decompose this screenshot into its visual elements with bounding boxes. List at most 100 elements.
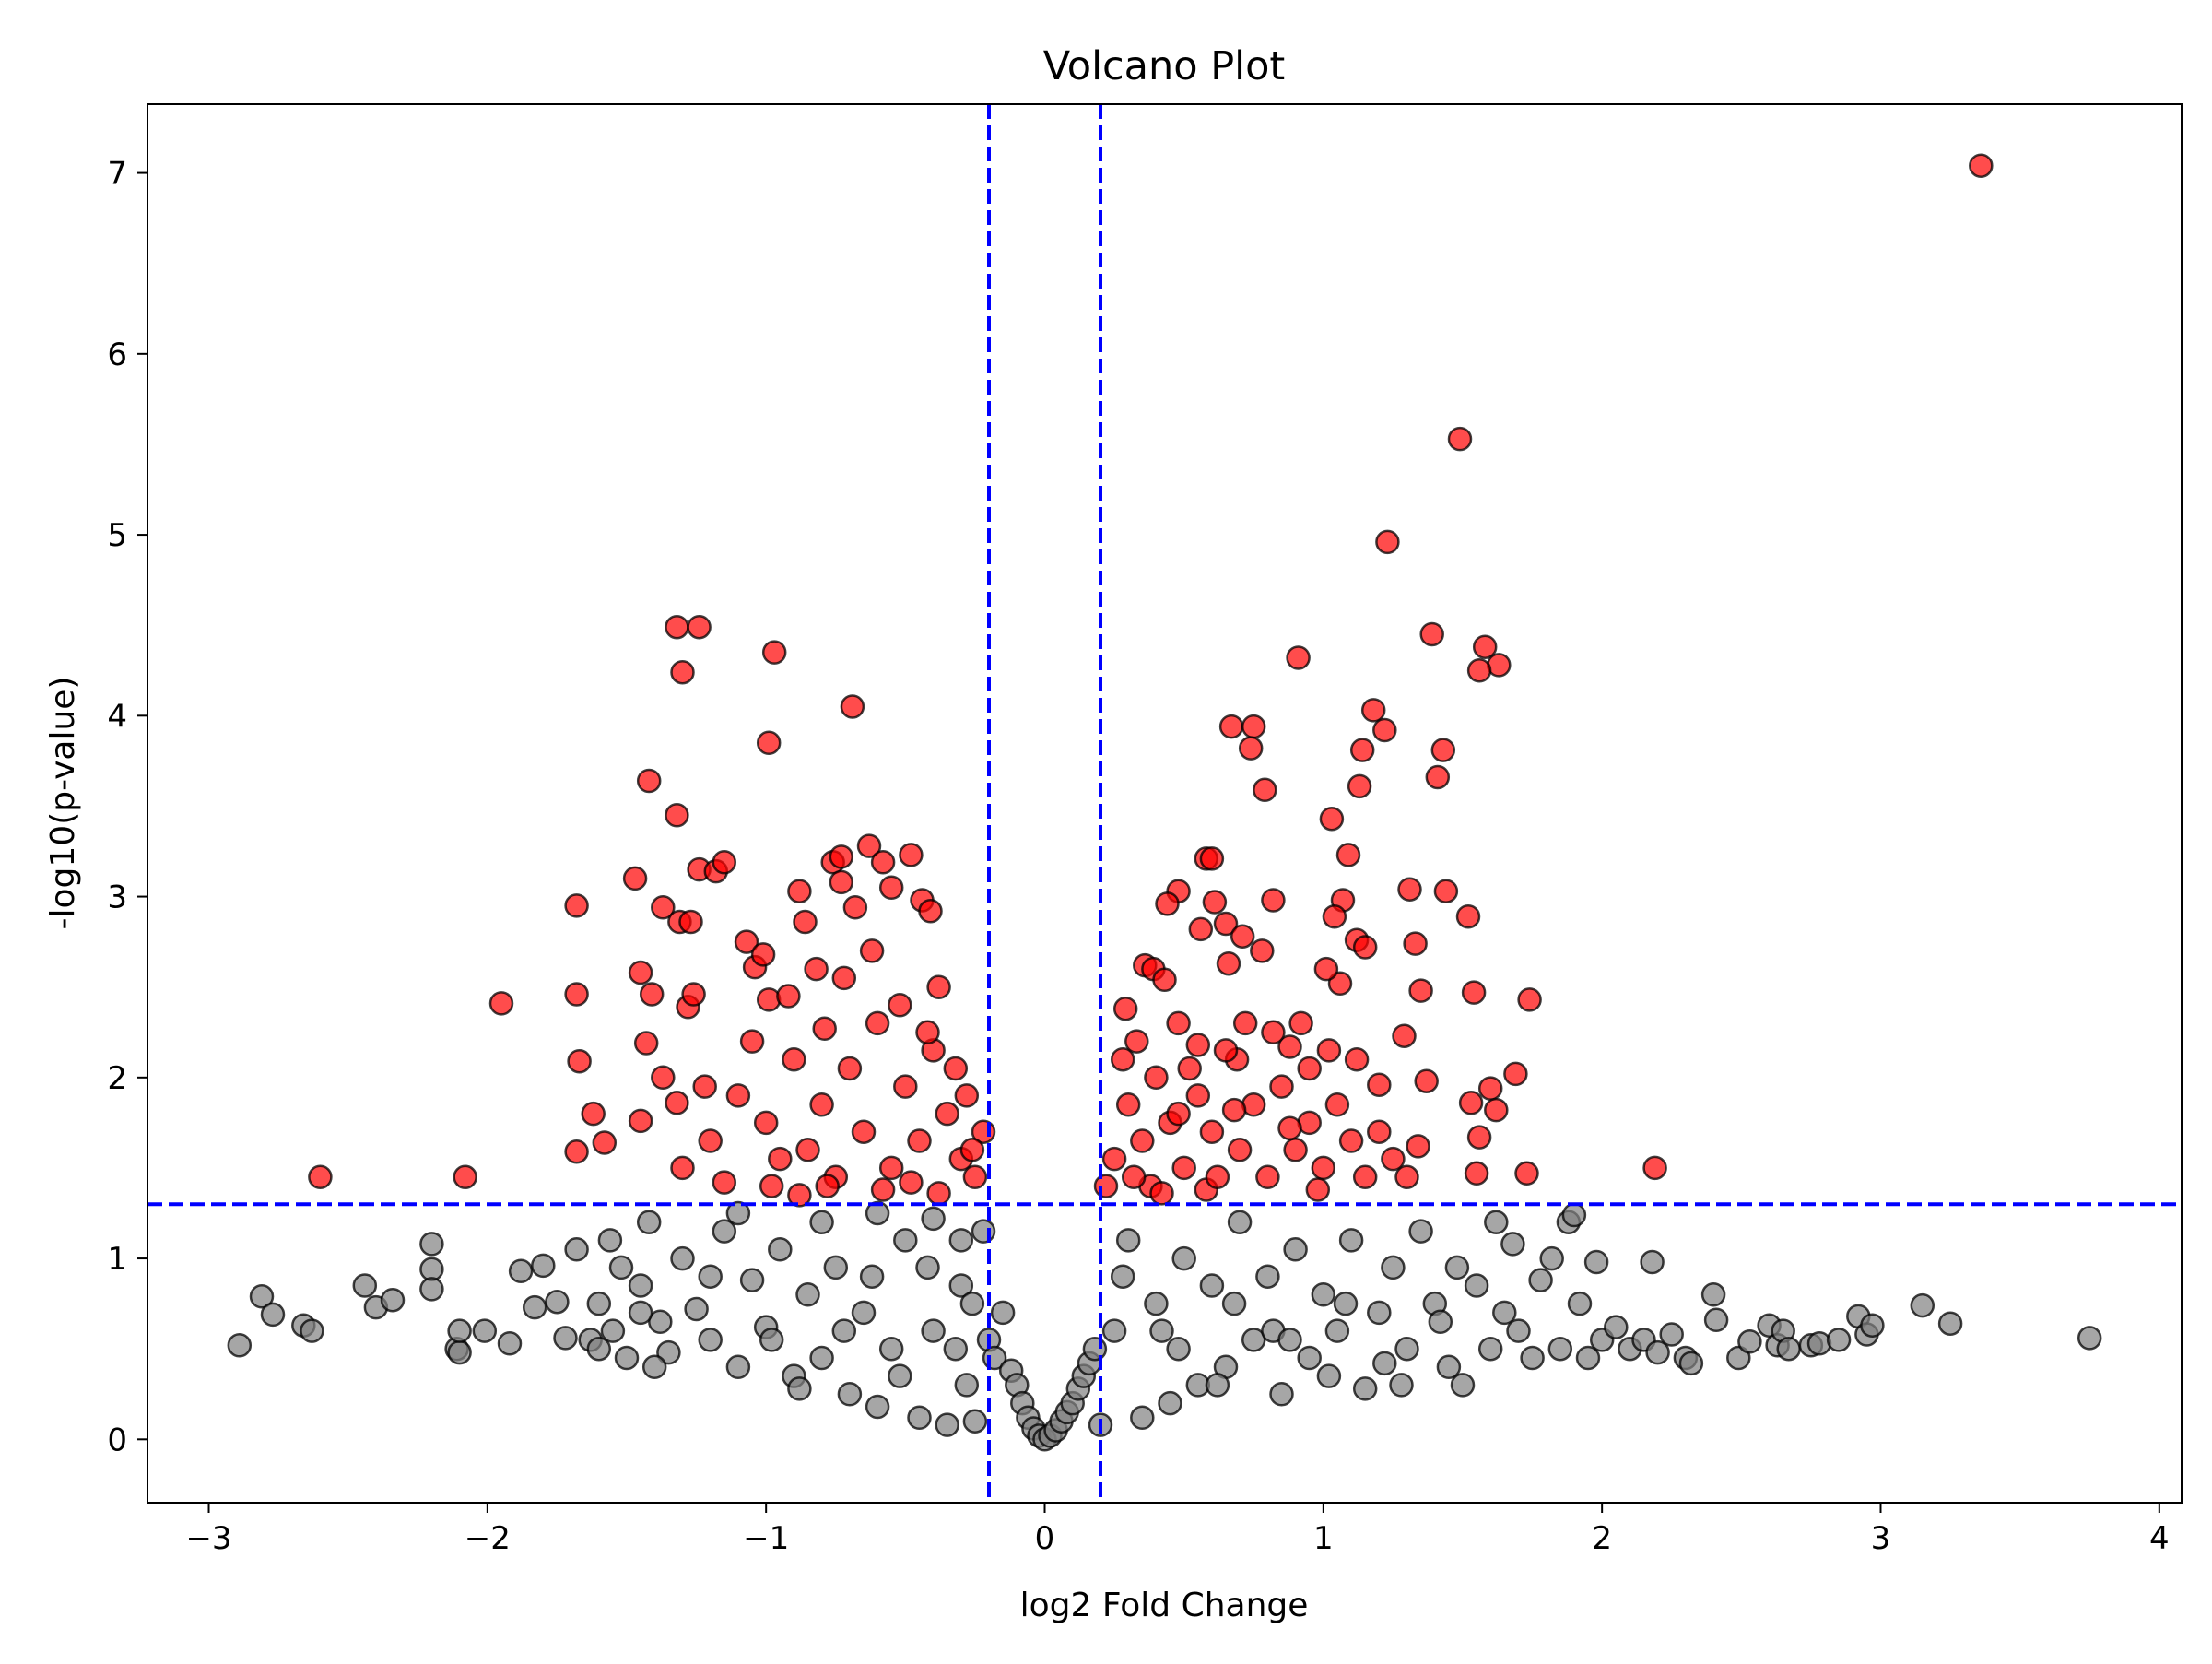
y-tick-label: 5 [107,517,127,554]
significant-point [1188,916,1214,942]
nonsignificant-point [1776,1336,1801,1362]
significant-point [1316,1038,1342,1063]
nonsignificant-point [1806,1331,1832,1356]
nonsignificant-point [684,1296,709,1322]
nonsignificant-point [670,1245,695,1271]
nonsignificant-point [959,1291,985,1316]
significant-point [1253,777,1277,803]
y-tick-label: 2 [107,1060,127,1097]
nonsignificant-point [1082,1336,1108,1362]
significant-point [1338,1128,1364,1153]
y-tick-label: 3 [107,879,127,916]
significant-point [1213,1038,1239,1063]
significant-point [856,833,882,858]
significant-point [1144,1065,1169,1091]
significant-point [962,1164,988,1190]
nonsignificant-point [990,1300,1016,1326]
nonsignificant-point [608,1255,634,1280]
significant-point [1205,1164,1230,1190]
nonsignificant-point [1428,1309,1453,1335]
nonsignificant-point [1372,1351,1397,1376]
nonsignificant-point [227,1333,253,1358]
significant-point [1484,1097,1509,1123]
nonsignificant-point [1500,1232,1525,1257]
significant-point [1425,764,1451,790]
nonsignificant-point [553,1326,578,1351]
significant-point [1969,153,1994,178]
significant-point [926,1181,951,1206]
significant-point [453,1164,477,1190]
nonsignificant-point [712,1219,737,1244]
significant-point [1472,634,1498,659]
significant-point [1414,1068,1439,1093]
significant-point [1199,846,1225,871]
significant-point [1166,1101,1191,1127]
significant-point [567,1048,592,1074]
significant-point [1394,1164,1419,1190]
significant-point [1185,1083,1211,1108]
significant-point [1149,1181,1174,1206]
significant-point [829,844,854,869]
nonsignificant-point [1227,1210,1253,1235]
significant-point [1464,1161,1489,1186]
significant-point [1466,658,1492,683]
significant-point [1269,1074,1294,1099]
significant-point [564,982,589,1007]
significant-point [1322,903,1347,929]
y-tick-label: 7 [107,156,127,193]
nonsignificant-point [907,1405,932,1431]
significant-point [756,730,782,756]
significant-point [639,982,665,1007]
nonsignificant-point [1338,1228,1364,1253]
significant-point [670,1155,695,1181]
significant-point [1221,1097,1247,1123]
nonsignificant-point [1333,1291,1359,1316]
nonsignificant-point [1171,1245,1196,1271]
significant-point [1455,903,1481,929]
significant-point [915,1020,940,1045]
significant-point [812,1016,837,1042]
x-axis-ticks: −3 −2 −1 0 1 2 3 4 [185,1503,2170,1557]
nonsignificant-point [921,1318,946,1343]
significant-point [837,1056,863,1081]
significant-point [739,1029,765,1054]
significant-point [1199,1119,1225,1144]
nonsignificant-point [954,1373,980,1398]
significant-point [1093,1174,1119,1198]
nonsignificant-point [1506,1318,1531,1343]
nonsignificant-point [971,1219,996,1244]
nonsignificant-point [1408,1219,1433,1244]
nonsignificant-point [878,1336,904,1362]
significant-point [1216,950,1241,976]
significant-point [1642,1155,1667,1181]
significant-point [1155,891,1180,916]
nonsignificant-point [1703,1307,1729,1333]
nonsignificant-point [921,1206,946,1232]
significant-point [1367,1119,1392,1144]
significant-point [564,893,589,918]
y-tick-label: 4 [107,698,127,735]
x-tick-label: 1 [1313,1520,1334,1557]
significant-point [1327,971,1353,997]
significant-point [678,909,703,935]
significant-point [787,879,812,903]
significant-point [888,993,912,1018]
nonsignificant-point [893,1228,918,1253]
nonsignificant-point [865,1394,890,1420]
significant-point [870,850,896,875]
nonsignificant-point [249,1284,275,1309]
nonsignificant-point [1640,1249,1665,1275]
nonsignificant-point [1492,1300,1517,1326]
significant-point [1110,1046,1135,1072]
significant-point [1305,1177,1331,1202]
y-tick-label: 6 [107,336,127,373]
significant-point [633,1031,659,1056]
significant-point [1392,1023,1417,1048]
significant-point [1466,1125,1492,1150]
significant-point [636,768,662,794]
significant-point [1344,1046,1370,1072]
significant-point [1261,888,1286,913]
nonsignificant-point [1484,1210,1509,1235]
significant-point [1375,529,1400,555]
